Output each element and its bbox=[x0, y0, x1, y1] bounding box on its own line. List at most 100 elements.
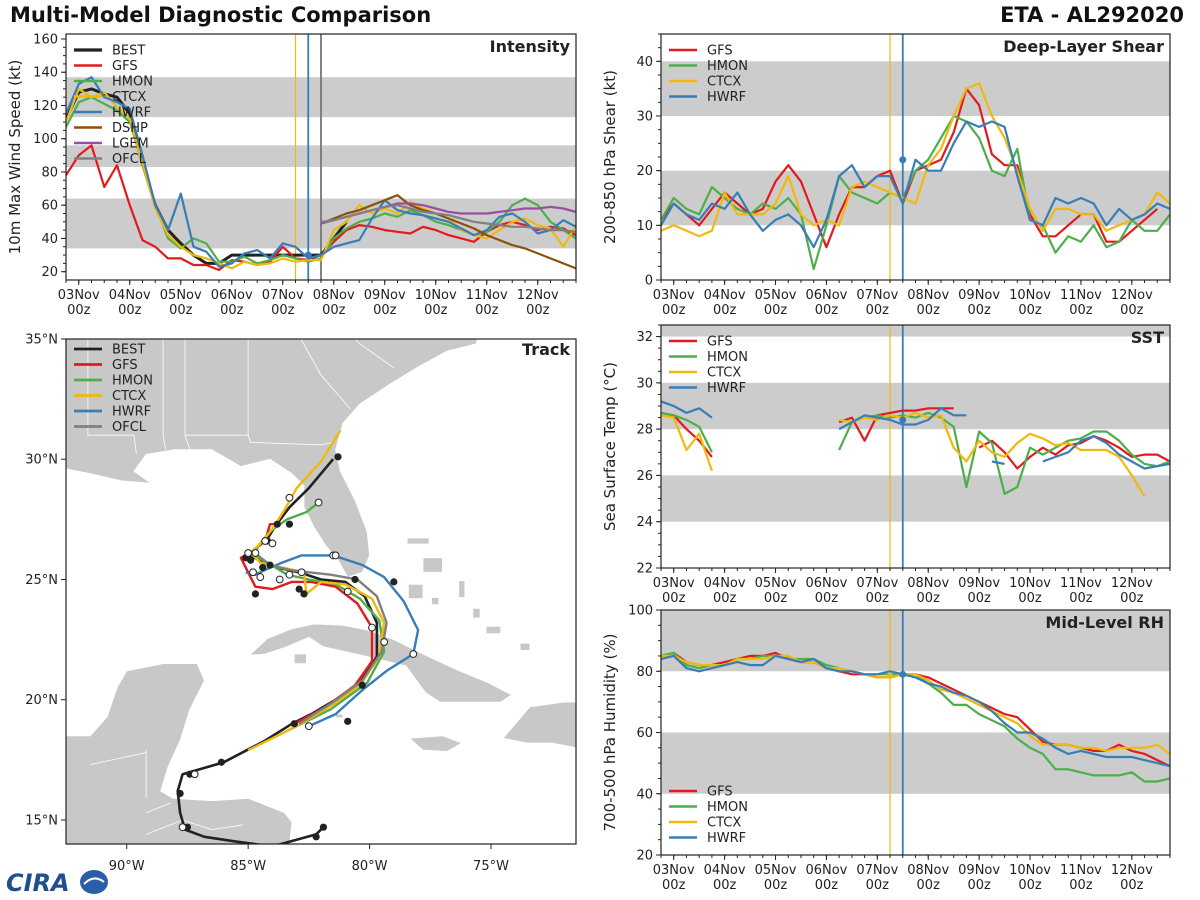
x-tick-label-hour: 00z bbox=[271, 303, 295, 318]
legend-label-hmon: HMON bbox=[707, 59, 748, 74]
track-point-open bbox=[275, 575, 284, 584]
y-tick-label: 100 bbox=[628, 604, 653, 619]
y-axis-label: 700-500 hPa Humidity (%) bbox=[601, 633, 619, 831]
track-point-open bbox=[285, 570, 294, 579]
track-point-filled bbox=[285, 520, 294, 528]
state-border bbox=[162, 339, 166, 450]
x-tick-label-hour: 00z bbox=[866, 878, 890, 893]
track-line-ofcl bbox=[257, 554, 388, 725]
legend-label-hwrf: HWRF bbox=[112, 405, 151, 420]
state-border bbox=[247, 435, 334, 446]
x-tick-label-hour: 00z bbox=[322, 303, 346, 318]
x-tick-label-date: 06Nov bbox=[805, 576, 847, 591]
logo-swirl bbox=[83, 877, 105, 885]
x-tick-label-hour: 00z bbox=[713, 303, 737, 318]
shear-panel: 01020304003Nov00z04Nov00z05Nov00z06Nov00… bbox=[601, 33, 1171, 318]
x-tick-label-hour: 00z bbox=[713, 878, 737, 893]
y-tick-label: 0 bbox=[645, 274, 653, 289]
panel-frame bbox=[65, 338, 577, 845]
land-cuba bbox=[248, 623, 513, 703]
track-point-open bbox=[249, 568, 257, 577]
track-point-open bbox=[244, 549, 253, 557]
y-tick-label: 60 bbox=[41, 199, 58, 214]
x-tick-label-hour: 00z bbox=[118, 303, 142, 318]
track-point-filled bbox=[266, 561, 274, 569]
track-point-open bbox=[368, 623, 376, 632]
x-tick-label-hour: 00z bbox=[815, 303, 839, 318]
x-tick-label-hour: 00z bbox=[526, 303, 550, 318]
x-tick-label-date: 09Nov bbox=[958, 288, 1000, 303]
y-tick-label: 120 bbox=[33, 99, 58, 114]
track-point-filled bbox=[344, 717, 352, 725]
land-bahamas-island bbox=[407, 583, 424, 600]
track-point-open bbox=[314, 498, 323, 507]
x-tick-label-hour: 00z bbox=[917, 303, 941, 318]
state-border bbox=[300, 339, 351, 409]
country-border bbox=[90, 752, 147, 765]
x-tick-label-date: 06Nov bbox=[805, 863, 847, 878]
x-tick-label-date: 05Nov bbox=[755, 288, 797, 303]
x-tick-label-hour: 00z bbox=[1018, 591, 1042, 606]
legend-label-lgem: LGEM bbox=[112, 137, 149, 152]
y-tick-label: 30°N bbox=[25, 453, 58, 468]
x-tick-label-hour: 00z bbox=[67, 303, 91, 318]
x-tick-label: 80°W bbox=[352, 859, 388, 874]
legend-label-best: BEST bbox=[112, 343, 145, 358]
track-point-filled bbox=[217, 758, 226, 766]
x-tick-label: 85°W bbox=[230, 859, 266, 874]
x-tick-label-date: 12Nov bbox=[1111, 863, 1153, 878]
land-bahamas-island bbox=[458, 580, 466, 598]
y-tick-label: 15°N bbox=[25, 813, 58, 828]
y-tick-label: 24 bbox=[636, 515, 653, 530]
land-bahamas-island bbox=[472, 607, 481, 619]
x-tick-label-date: 05Nov bbox=[755, 863, 797, 878]
x-tick-label-date: 04Nov bbox=[704, 863, 746, 878]
legend-label-ctcx: CTCX bbox=[707, 75, 741, 90]
x-tick-label-hour: 00z bbox=[662, 591, 686, 606]
shear-hwrf-marker bbox=[899, 156, 907, 164]
x-tick-label-hour: 00z bbox=[764, 591, 788, 606]
x-tick-label-date: 05Nov bbox=[755, 576, 797, 591]
map-area bbox=[66, 339, 576, 844]
legend-label-ctcx: CTCX bbox=[112, 90, 146, 105]
legend-label-ctcx: CTCX bbox=[112, 389, 146, 404]
y-tick-label: 20 bbox=[636, 164, 653, 179]
x-tick-label-hour: 00z bbox=[1120, 303, 1144, 318]
panel-title: Mid-Level RH bbox=[1045, 613, 1164, 632]
series-line-hwrf bbox=[661, 120, 1170, 249]
track-point-filled bbox=[295, 585, 303, 593]
track-point-filled bbox=[300, 590, 308, 598]
x-tick-label-hour: 00z bbox=[815, 878, 839, 893]
track-point-filled bbox=[259, 563, 267, 572]
series-line-gfs bbox=[661, 87, 1159, 249]
land-bahamas-island bbox=[422, 557, 443, 573]
y-tick-label: 30 bbox=[636, 110, 653, 125]
series-line-hwrf bbox=[66, 76, 576, 268]
legend-label-gfs: GFS bbox=[707, 785, 733, 800]
x-tick-label-date: 06Nov bbox=[211, 288, 253, 303]
x-tick-label-date: 11Nov bbox=[466, 288, 508, 303]
storm-id: ETA - AL292020 bbox=[1000, 3, 1184, 27]
y-tick-label: 100 bbox=[33, 132, 58, 147]
track-point-open bbox=[268, 539, 277, 548]
x-tick-label: 90°W bbox=[109, 859, 145, 874]
x-tick-label-date: 03Nov bbox=[58, 288, 100, 303]
track-point-filled bbox=[319, 823, 328, 831]
series-line-hmon bbox=[661, 114, 1170, 271]
x-tick-label-date: 11Nov bbox=[1060, 288, 1102, 303]
track-point-filled bbox=[312, 833, 320, 841]
track-point-filled bbox=[390, 578, 398, 586]
land-cayman bbox=[335, 713, 344, 719]
logo-globe bbox=[80, 870, 108, 894]
legend-label-best: BEST bbox=[112, 44, 145, 59]
country-border bbox=[145, 819, 244, 835]
series-line-best bbox=[66, 87, 348, 265]
x-tick-label-date: 03Nov bbox=[653, 863, 695, 878]
x-tick-label-date: 03Nov bbox=[653, 288, 695, 303]
x-tick-label-date: 04Nov bbox=[109, 288, 151, 303]
track-point-open bbox=[256, 573, 265, 581]
x-tick-label-date: 09Nov bbox=[958, 576, 1000, 591]
x-tick-label-hour: 00z bbox=[1069, 591, 1093, 606]
y-tick-label: 40 bbox=[636, 787, 653, 802]
plot-area bbox=[661, 34, 1170, 280]
